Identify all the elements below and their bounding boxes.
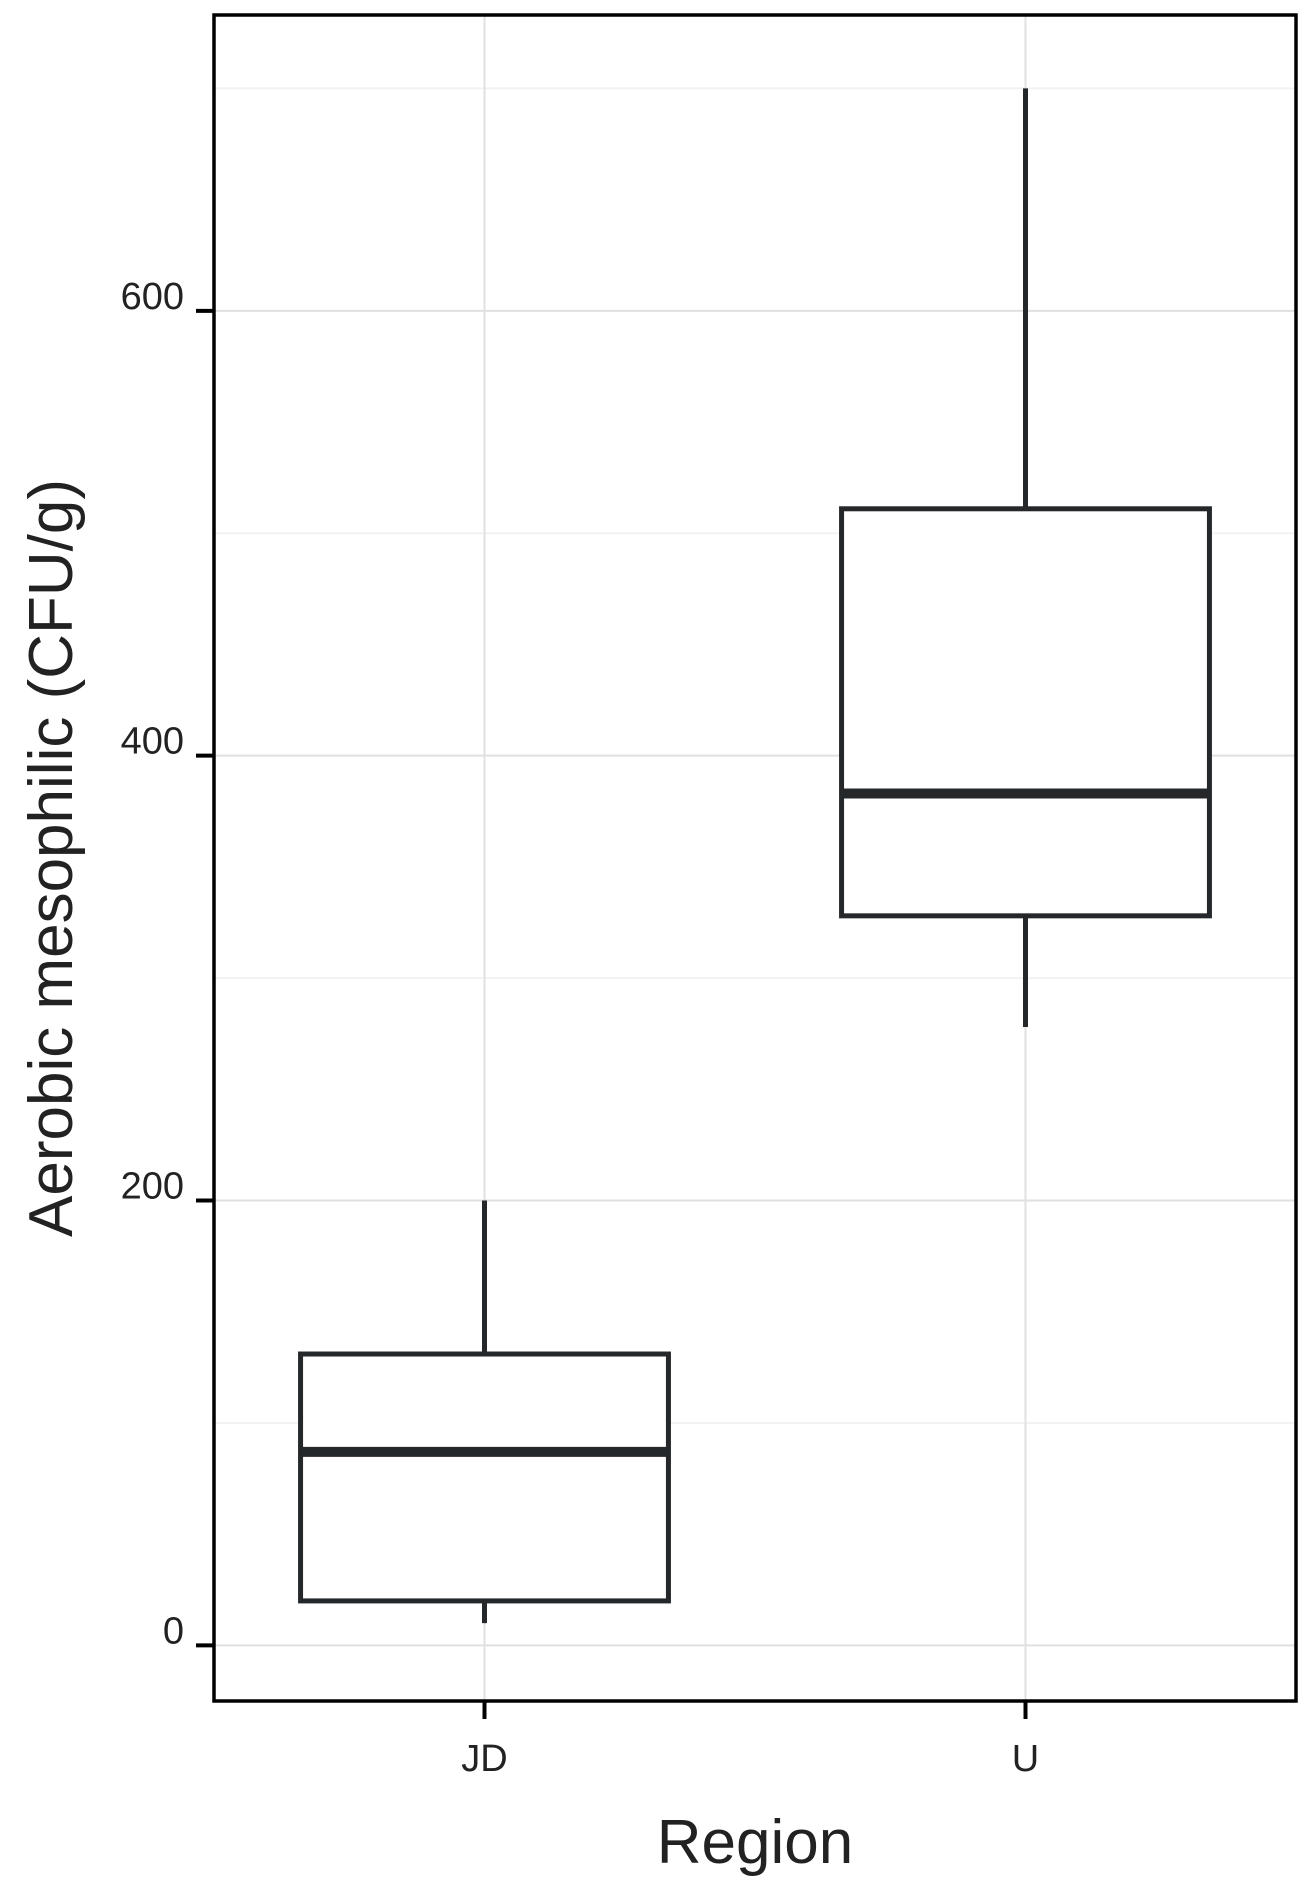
- axes: 0 200 400 600 JD U: [121, 276, 1040, 1780]
- box-U: [839, 88, 1212, 1028]
- y-tick-label: 0: [163, 1610, 184, 1652]
- y-tick-label: 600: [121, 276, 184, 318]
- x-axis-title: Region: [657, 1808, 853, 1877]
- y-axis-title: Aerobic mesophilic (CFU/g): [17, 479, 86, 1237]
- plot-panel-border: [212, 13, 1298, 1703]
- x-tick-label: JD: [461, 1738, 507, 1780]
- iqr-box: [298, 1351, 671, 1604]
- box-JD: [298, 1200, 671, 1624]
- boxes: [298, 88, 1212, 1624]
- x-tick-label: U: [1012, 1738, 1039, 1780]
- iqr-box: [839, 506, 1212, 919]
- y-tick-label: 400: [121, 721, 184, 763]
- y-tick-label: 200: [121, 1166, 184, 1208]
